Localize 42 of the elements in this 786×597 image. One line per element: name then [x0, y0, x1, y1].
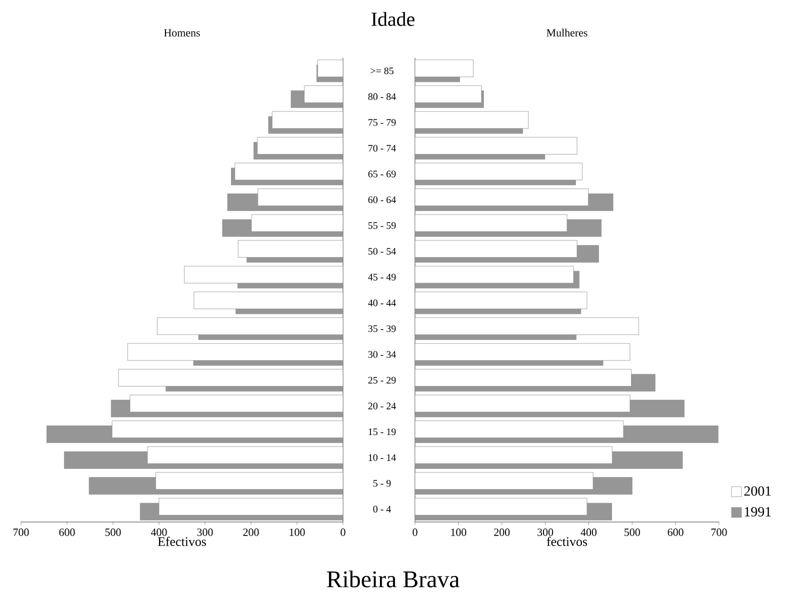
x-tick-label: 700	[712, 528, 727, 536]
x-tick-label: 100	[451, 528, 466, 536]
x-tick-label: 700	[13, 528, 29, 536]
x-tick-label: 300	[197, 528, 213, 536]
x-tick-label: 500	[624, 528, 640, 536]
x-tick-label: 400	[580, 528, 597, 536]
y-tick-label: 30 - 34	[368, 351, 396, 358]
x-axis-title: Efectivos	[158, 536, 206, 546]
y-tick-label: 10 - 14	[368, 454, 396, 461]
y-tick-label: 15 - 19	[368, 428, 396, 436]
legend-label: 2001	[744, 486, 771, 496]
x-tick-label: 600	[59, 528, 75, 536]
y-tick-label: 40 - 44	[368, 300, 396, 306]
y-tick-label: 35 - 39	[368, 325, 396, 332]
y-tick-label: >= 85	[370, 68, 394, 74]
y-tick-label: 5 - 9	[373, 480, 391, 487]
x-tick-label: 600	[668, 528, 684, 536]
y-tick-label: 45 - 49	[368, 274, 396, 280]
x-tick-label: 400	[150, 528, 167, 536]
x-tick-label: 100	[290, 528, 305, 536]
y-tick-label: 70 - 74	[368, 144, 396, 152]
x-tick-label: 200	[243, 528, 259, 536]
y-tick-label: 25 - 29	[368, 376, 396, 384]
chart-title: Mulheres	[546, 28, 588, 37]
x-tick-label: 200	[494, 528, 510, 536]
y-tick-label: 0 - 4	[373, 506, 391, 512]
x-axis-title: fectivos	[546, 536, 588, 546]
y-tick-label: 80 - 84	[368, 93, 396, 100]
x-tick-label: 0	[412, 528, 418, 536]
y-tick-label: 60 - 64	[368, 196, 396, 204]
x-tick-label: 0	[340, 528, 346, 536]
y-tick-label: 75 - 79	[368, 119, 396, 126]
legend-label: 1991	[744, 507, 771, 516]
text: Idade	[372, 12, 414, 26]
chart-title: Homens	[164, 29, 200, 37]
x-tick-label: 500	[105, 528, 121, 536]
text: Ribeira Brava	[326, 570, 460, 588]
y-tick-label: 55 - 59	[368, 222, 396, 229]
y-tick-label: 20 - 24	[368, 402, 396, 410]
y-tick-label: 50 - 54	[368, 248, 396, 255]
y-tick-label: 65 - 69	[368, 170, 396, 178]
x-tick-label: 300	[538, 528, 554, 536]
